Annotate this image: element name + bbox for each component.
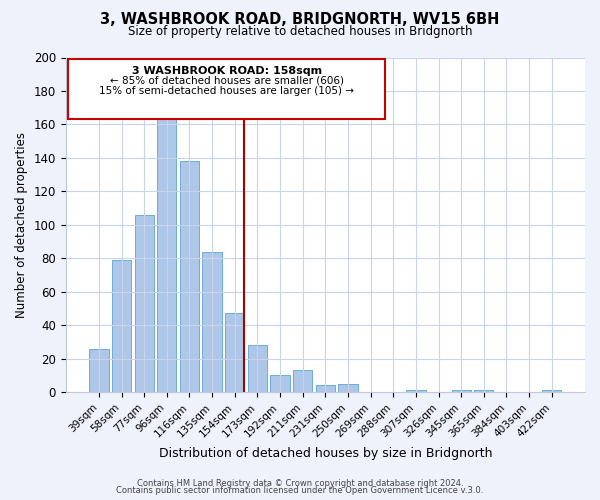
Bar bbox=[248, 345, 267, 392]
Bar bbox=[338, 384, 358, 392]
Bar bbox=[474, 390, 493, 392]
Text: 3 WASHBROOK ROAD: 158sqm: 3 WASHBROOK ROAD: 158sqm bbox=[131, 66, 322, 76]
Bar bbox=[89, 348, 109, 392]
Bar bbox=[452, 390, 471, 392]
FancyBboxPatch shape bbox=[68, 59, 385, 120]
Text: Contains HM Land Registry data © Crown copyright and database right 2024.: Contains HM Land Registry data © Crown c… bbox=[137, 478, 463, 488]
Bar bbox=[316, 386, 335, 392]
Bar bbox=[202, 252, 222, 392]
Text: Contains public sector information licensed under the Open Government Licence v.: Contains public sector information licen… bbox=[116, 486, 484, 495]
Bar bbox=[180, 161, 199, 392]
Bar bbox=[271, 376, 290, 392]
Bar bbox=[112, 260, 131, 392]
Text: Size of property relative to detached houses in Bridgnorth: Size of property relative to detached ho… bbox=[128, 25, 472, 38]
Bar bbox=[157, 114, 176, 392]
Y-axis label: Number of detached properties: Number of detached properties bbox=[15, 132, 28, 318]
Bar bbox=[293, 370, 313, 392]
Bar bbox=[542, 390, 562, 392]
Text: 15% of semi-detached houses are larger (105) →: 15% of semi-detached houses are larger (… bbox=[99, 86, 354, 96]
Text: ← 85% of detached houses are smaller (606): ← 85% of detached houses are smaller (60… bbox=[110, 76, 344, 86]
X-axis label: Distribution of detached houses by size in Bridgnorth: Distribution of detached houses by size … bbox=[158, 447, 492, 460]
Text: 3, WASHBROOK ROAD, BRIDGNORTH, WV15 6BH: 3, WASHBROOK ROAD, BRIDGNORTH, WV15 6BH bbox=[100, 12, 500, 28]
Bar bbox=[406, 390, 425, 392]
Bar bbox=[134, 215, 154, 392]
Bar bbox=[225, 314, 244, 392]
